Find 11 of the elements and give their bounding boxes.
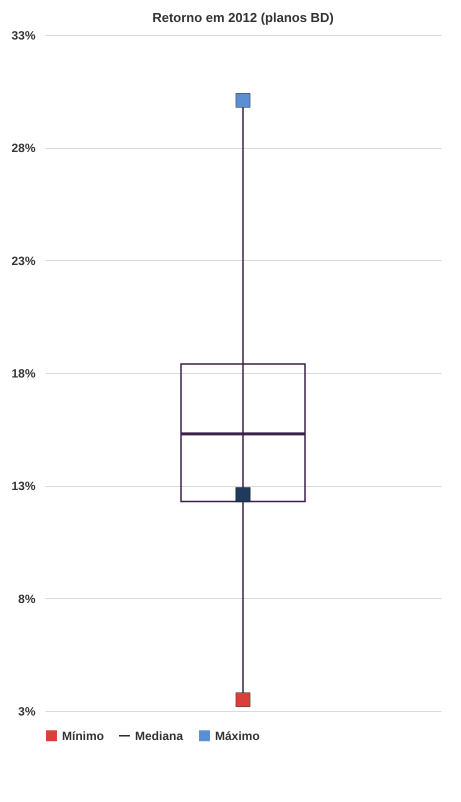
y-tick-label: 8% (18, 592, 36, 606)
y-tick-label: 13% (11, 479, 36, 494)
y-tick-label: 33% (11, 28, 36, 42)
y-tick-label: 23% (11, 254, 36, 268)
legend-label: Mediana (135, 728, 184, 743)
legend-label: Máximo (215, 728, 260, 743)
legend-label: Mínimo (62, 728, 104, 743)
chart-title: Retorno em 2012 (planos BD) (152, 10, 334, 25)
y-tick-label: 18% (11, 366, 36, 380)
y-tick-label: 28% (11, 141, 36, 156)
y-tick-label: 3% (18, 704, 36, 718)
